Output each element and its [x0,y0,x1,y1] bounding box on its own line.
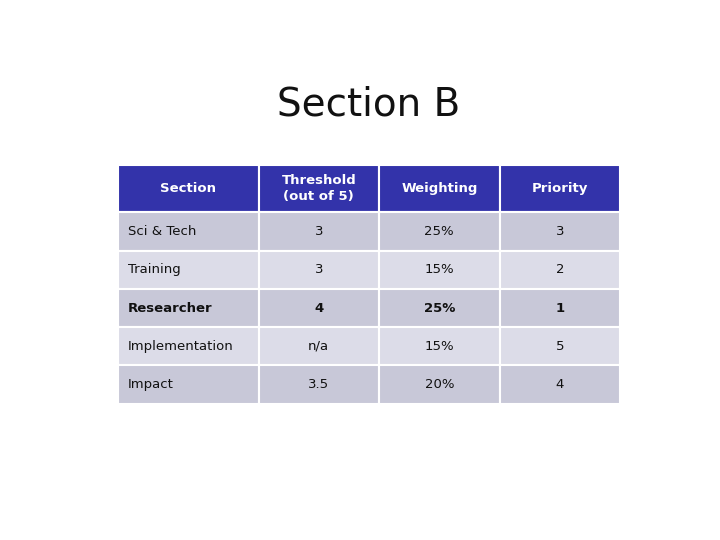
Bar [118,289,258,327]
Text: 3: 3 [556,225,564,238]
Text: Impact: Impact [128,378,174,391]
Bar [500,289,620,327]
Bar [379,289,500,327]
Text: Priority: Priority [531,182,588,195]
Bar [118,212,258,251]
Text: 4: 4 [314,301,323,314]
Bar [379,251,500,289]
Bar [500,327,620,366]
Text: 1: 1 [555,301,564,314]
Text: 4: 4 [556,378,564,391]
Bar [258,251,379,289]
Bar [379,366,500,404]
Text: 3: 3 [315,264,323,276]
Bar [118,366,258,404]
Text: Section B: Section B [277,85,461,123]
Text: 15%: 15% [425,340,454,353]
Bar [118,165,258,212]
Text: Threshold
(out of 5): Threshold (out of 5) [282,174,356,203]
Bar [500,251,620,289]
Bar [379,327,500,366]
Text: 15%: 15% [425,264,454,276]
Text: Weighting: Weighting [401,182,477,195]
Bar [258,165,379,212]
Text: 3.5: 3.5 [308,378,329,391]
Bar [118,251,258,289]
Text: 5: 5 [556,340,564,353]
Text: Implementation: Implementation [128,340,234,353]
Bar [379,165,500,212]
Bar [258,327,379,366]
Bar [500,165,620,212]
Text: 25%: 25% [423,301,455,314]
Text: 20%: 20% [425,378,454,391]
Bar [258,289,379,327]
Text: 2: 2 [556,264,564,276]
Text: n/a: n/a [308,340,329,353]
Bar [500,212,620,251]
Bar [258,366,379,404]
Text: 3: 3 [315,225,323,238]
Text: Training: Training [128,264,181,276]
Bar [118,327,258,366]
Bar [500,366,620,404]
Bar [258,212,379,251]
Text: 25%: 25% [425,225,454,238]
Bar [379,212,500,251]
Text: Section: Section [161,182,216,195]
Text: Sci & Tech: Sci & Tech [128,225,197,238]
Text: Researcher: Researcher [128,301,212,314]
